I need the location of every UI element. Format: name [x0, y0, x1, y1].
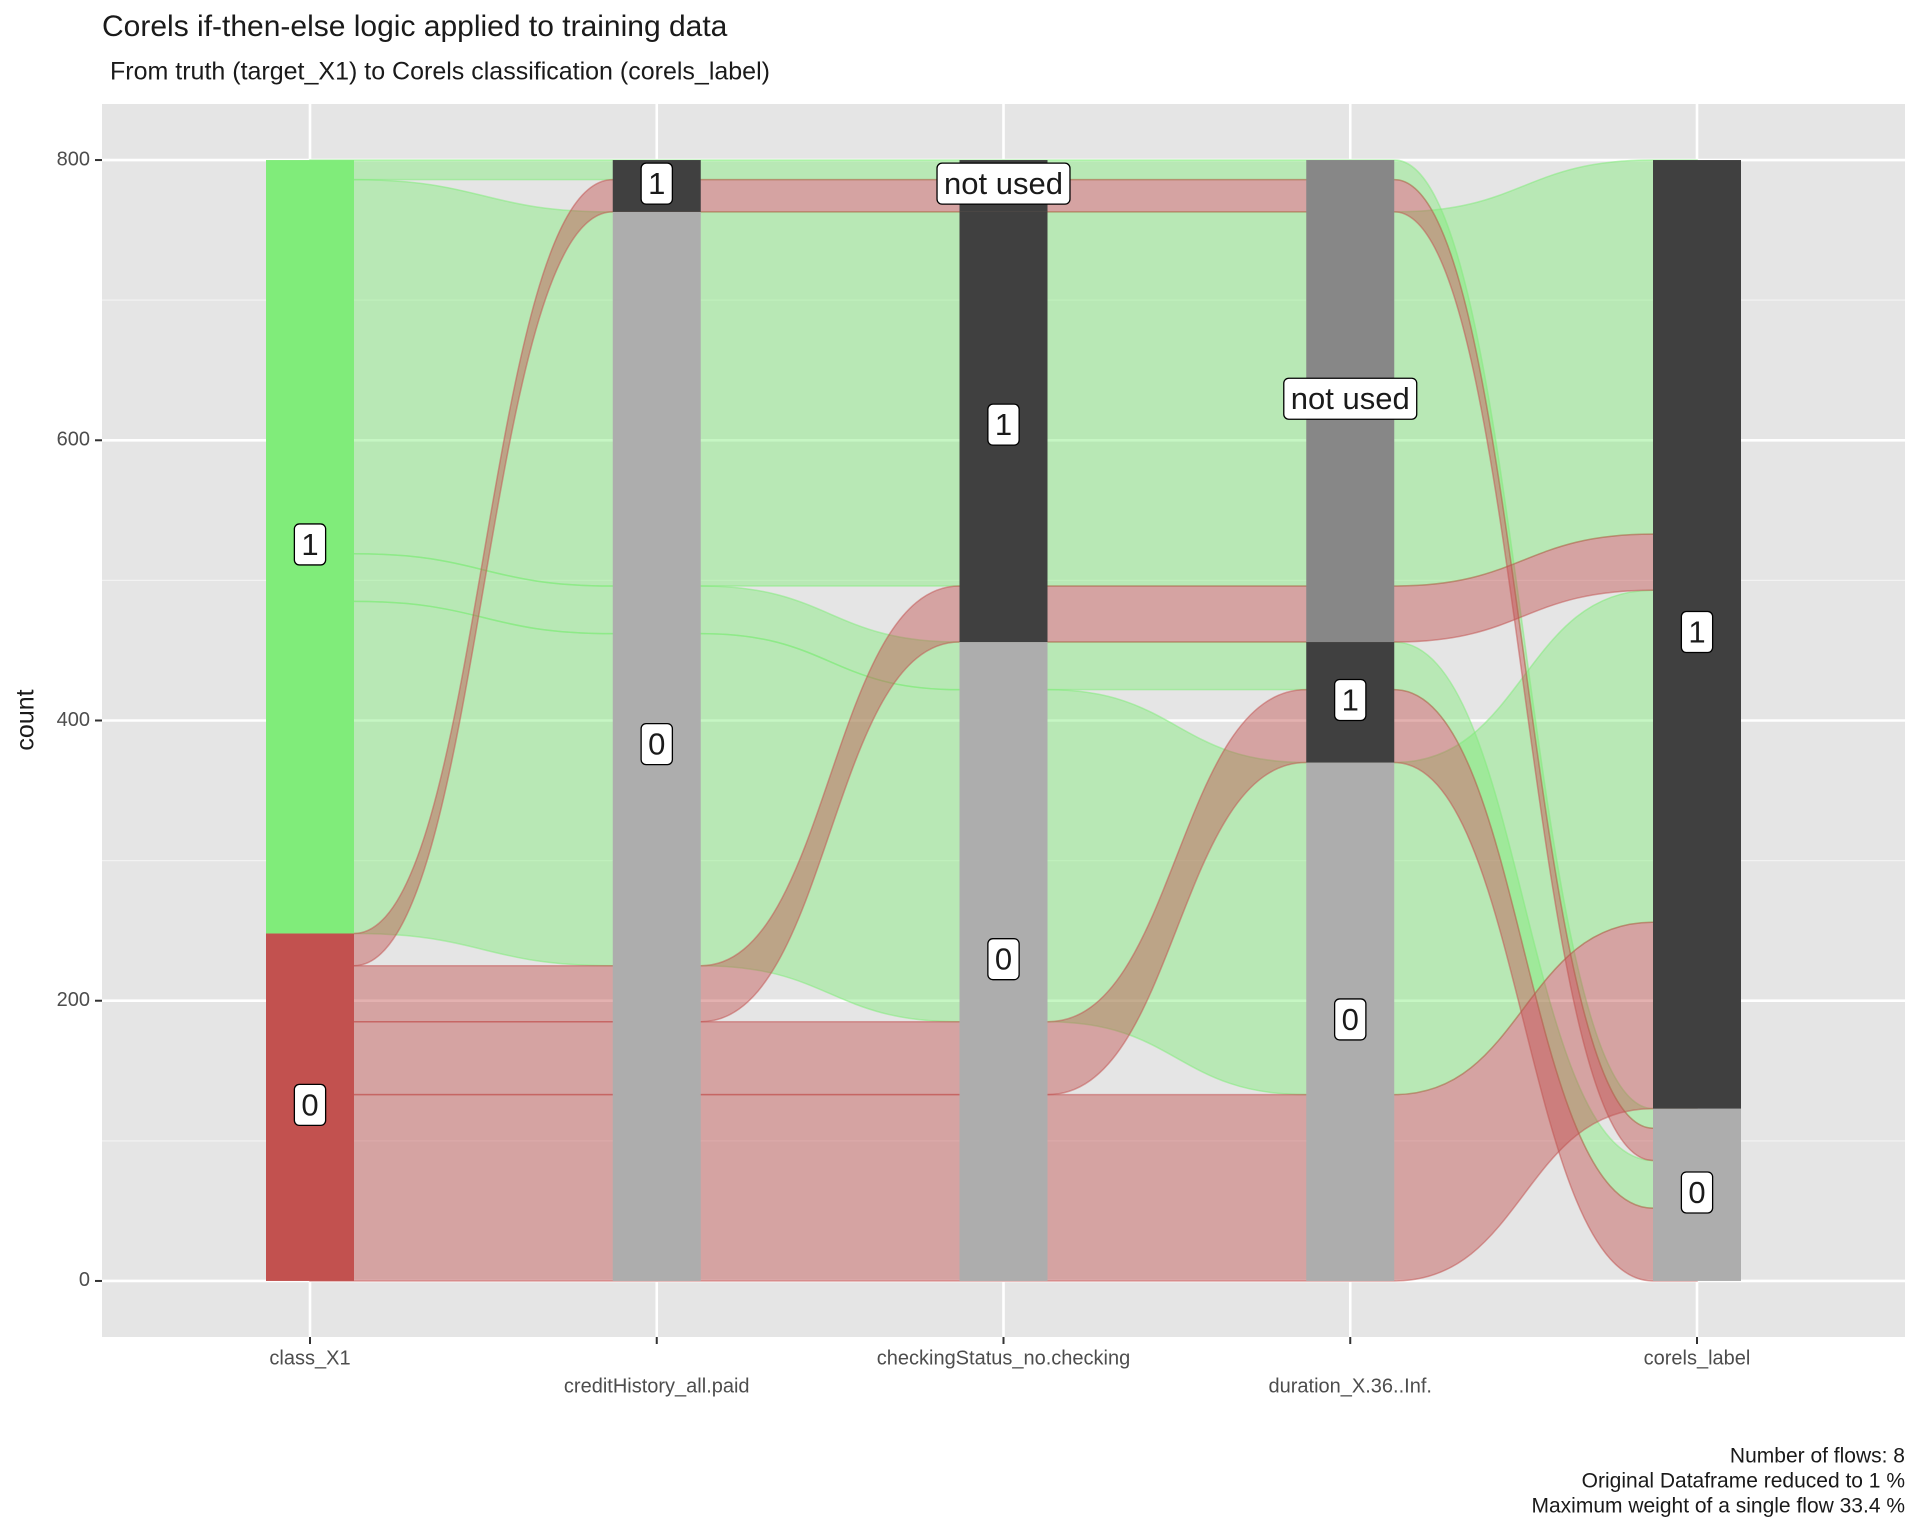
stratum-label-box [293, 1083, 327, 1127]
stratum-label: 0 [1342, 1002, 1359, 1037]
stratum-label: 1 [301, 527, 318, 562]
y-axis-title: count [12, 689, 40, 750]
y-tick-label: 200 [57, 989, 90, 1011]
stratum-label: 0 [995, 942, 1012, 977]
stratum-label-box [640, 162, 674, 205]
y-tick-label: 400 [57, 709, 90, 731]
stratum-label-box [1333, 998, 1367, 1041]
stratum-label-box [1680, 610, 1714, 654]
y-tick-label: 800 [57, 148, 90, 170]
stratum-label: 0 [1688, 1175, 1705, 1210]
caption-line: Original Dataframe reduced to 1 % [1582, 1470, 1905, 1493]
x-tick-label: checkingStatus_no.checking [877, 1347, 1131, 1369]
stratum-label: 1 [995, 407, 1012, 442]
y-tick-label: 600 [57, 429, 90, 451]
stratum-label-box [987, 938, 1020, 981]
caption-line: Maximum weight of a single flow 33.4 % [1532, 1495, 1906, 1518]
stratum-label-box [1680, 1171, 1714, 1214]
stratum-label: not used [1291, 381, 1410, 416]
x-tick-label: class_X1 [269, 1347, 350, 1369]
stratum-label: 0 [301, 1087, 318, 1122]
x-tick-label: duration_X.36..Inf. [1269, 1375, 1432, 1397]
stratum-label-box [1283, 377, 1418, 420]
stratum-label: 0 [648, 727, 665, 762]
chart-title: Corels if-then-else logic applied to tra… [102, 10, 728, 43]
stratum-label: 1 [1688, 615, 1705, 650]
stratum-label-box [987, 403, 1020, 446]
chart-subtitle: From truth (target_X1) to Corels classif… [110, 58, 770, 86]
x-tick-label: creditHistory_all.paid [564, 1375, 750, 1397]
stratum-label: 1 [1342, 682, 1359, 717]
y-tick-label: 0 [79, 1269, 90, 1291]
stratum-label-box [1333, 678, 1367, 722]
stratum-label: 1 [648, 166, 665, 201]
stratum-label-box [640, 722, 674, 766]
stratum-label-box [293, 523, 327, 566]
caption-line: Number of flows: 8 [1730, 1445, 1905, 1468]
stratum-label: not used [944, 166, 1063, 201]
x-tick-label: corels_label [1644, 1347, 1751, 1369]
stratum-label-box [936, 162, 1071, 205]
